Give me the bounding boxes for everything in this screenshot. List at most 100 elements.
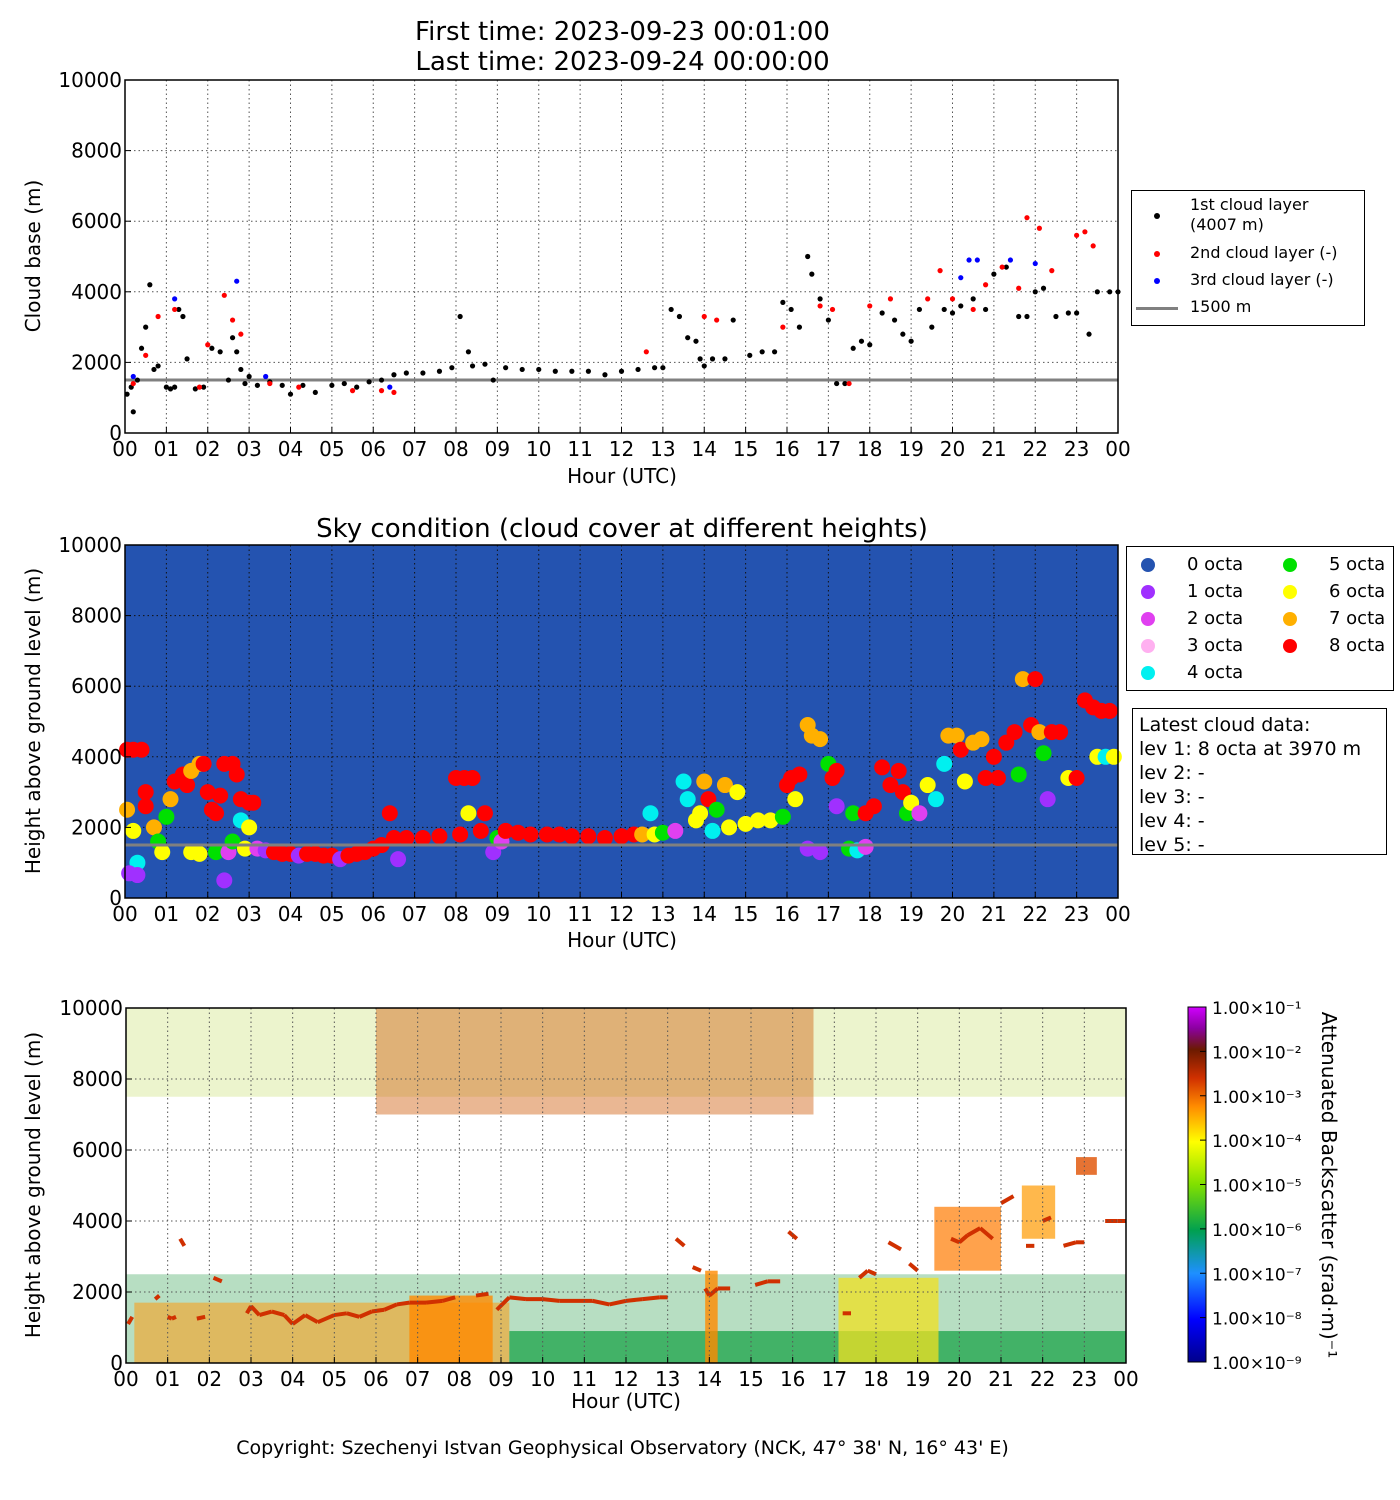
p1-point-layer1 xyxy=(867,342,873,348)
p1-point-layer1 xyxy=(817,296,823,302)
p1-point-layer1 xyxy=(246,373,252,380)
p3-xtick-label: 19 xyxy=(905,1367,930,1391)
p2-point-octa1 xyxy=(1039,791,1056,808)
p1-point-layer3 xyxy=(966,257,972,263)
p2-point-octa8 xyxy=(828,762,845,779)
p2-point-octa7 xyxy=(119,801,136,818)
p1-point-layer1 xyxy=(1040,285,1047,291)
cloud-base-trace xyxy=(126,1315,134,1325)
p1-point-layer1 xyxy=(900,331,906,337)
p1-point-layer1 xyxy=(163,384,169,390)
p1-point-layer2 xyxy=(937,268,943,274)
cloud-base-trace xyxy=(334,1311,348,1318)
octa-label: 6 octa xyxy=(1329,581,1386,602)
p2-point-octa8 xyxy=(245,794,262,811)
octa-legend: 0 octa 1 octa 2 octa 3 octa 4 octa 5 octa 6 oc… xyxy=(1126,546,1394,691)
p1-point-layer3 xyxy=(958,275,964,281)
backscatter-chart: 00 01 02 03 04 05 06 07 08 09 10 11 12 13 14 15 16 17 18 19… xyxy=(21,996,1341,1413)
p3-xtick-label: 06 xyxy=(363,1367,388,1391)
p2-point-octa7 xyxy=(696,773,713,790)
legend-dot-layer1 xyxy=(1154,213,1160,219)
p2-point-octa8 xyxy=(137,798,154,815)
p1-point-layer2 xyxy=(1024,215,1030,221)
p2-ylabel: Height above ground level (m) xyxy=(21,568,45,874)
colorbar-tick-label: 1.00×10⁻⁸ xyxy=(1212,1310,1302,1330)
p2-point-octa4 xyxy=(927,791,944,808)
p2-point-octa7 xyxy=(162,791,179,808)
p3-xlabel: Hour (UTC) xyxy=(571,1389,681,1413)
p2-point-octa8 xyxy=(414,829,431,846)
p1-point-layer2 xyxy=(229,317,236,323)
p1-point-layer1 xyxy=(660,365,666,371)
p1-point-layer2 xyxy=(714,317,720,323)
p1-point-layer1 xyxy=(668,306,674,313)
p3-xtick-label: 08 xyxy=(447,1367,472,1391)
p1-point-layer2 xyxy=(829,306,836,313)
p3-xtick-label: 20 xyxy=(947,1367,972,1391)
octa-dot xyxy=(1141,557,1155,572)
p2-point-octa1 xyxy=(216,872,233,889)
p1-point-layer1 xyxy=(155,363,161,369)
p1-point-layer1 xyxy=(771,349,778,355)
p2-xtick-label: 04 xyxy=(278,902,303,926)
legend-ref-label: 1500 m xyxy=(1190,297,1252,316)
p2-point-octa2 xyxy=(667,822,684,839)
p1-point-layer2 xyxy=(143,352,149,358)
p1-point-layer2 xyxy=(130,380,136,387)
p1-point-layer1 xyxy=(138,345,145,351)
octa-legend-item: 1 octa xyxy=(1141,581,1243,602)
p1-xtick-label: 08 xyxy=(443,437,468,461)
p2-point-octa6 xyxy=(692,805,709,822)
p1-point-layer1 xyxy=(701,363,707,369)
p2-ytick-label: 0 xyxy=(109,886,122,910)
p1-point-layer1 xyxy=(147,282,153,288)
p2-point-octa8 xyxy=(385,829,402,846)
p1-point-layer1 xyxy=(722,356,728,362)
p1-point-layer1 xyxy=(858,338,865,344)
p2-xtick-label: 00 xyxy=(1105,902,1130,926)
p2-point-octa8 xyxy=(1068,769,1085,786)
p3-xtick-label: 03 xyxy=(238,1367,263,1391)
p1-point-layer2 xyxy=(817,303,823,309)
p1-point-layer2 xyxy=(643,349,649,355)
p1-point-layer1 xyxy=(991,271,997,277)
p1-point-layer1 xyxy=(403,370,409,376)
p1-ytick-label: 2000 xyxy=(71,350,122,374)
p1-point-layer1 xyxy=(180,313,186,320)
p2-point-octa2 xyxy=(911,805,928,822)
octa-legend-item: 7 octa xyxy=(1283,608,1385,629)
p2-point-octa6 xyxy=(729,784,746,801)
p1-point-layer1 xyxy=(618,368,625,374)
cloud-base-trace xyxy=(966,1226,982,1237)
p1-point-layer1 xyxy=(747,352,753,358)
p2-point-octa8 xyxy=(539,826,556,843)
p1-point-layer2 xyxy=(780,324,786,330)
cloud-base-chart: 00 01 02 03 04 05 06 07 08 09 10 11 12 13 14 15 16 17 18 19… xyxy=(21,68,1131,488)
p1-point-layer2 xyxy=(925,296,931,302)
p2-point-octa1 xyxy=(390,851,407,868)
octa-dot xyxy=(1141,611,1155,626)
p1-point-layer1 xyxy=(482,361,488,367)
p1-point-layer1 xyxy=(1032,289,1038,295)
p1-xtick-label: 12 xyxy=(609,437,634,461)
p1-point-layer1 xyxy=(552,368,558,374)
p2-point-octa7 xyxy=(973,731,990,748)
p1-point-layer1 xyxy=(436,368,443,374)
p1-point-layer2 xyxy=(296,384,302,390)
p1-point-layer1 xyxy=(172,384,178,390)
p3-xtick-label: 13 xyxy=(655,1367,680,1391)
p3-xtick-label: 12 xyxy=(613,1367,638,1391)
p2-point-octa6 xyxy=(154,844,171,861)
p2-xtick-label: 11 xyxy=(567,902,592,926)
latest-lev2: lev 2: - xyxy=(1139,762,1205,784)
p2-xtick-label: 06 xyxy=(361,902,386,926)
p2-xtick-label: 16 xyxy=(774,902,799,926)
p2-point-octa8 xyxy=(464,769,481,786)
p2-xtick-label: 05 xyxy=(319,902,344,926)
p3-xtick-label: 23 xyxy=(1072,1367,1097,1391)
p1-point-layer1 xyxy=(825,317,831,323)
p1-point-layer3 xyxy=(387,384,393,390)
cloud-base-trace xyxy=(358,1309,373,1319)
p2-point-octa5 xyxy=(208,844,225,861)
cloud-base-trace xyxy=(608,1298,627,1307)
